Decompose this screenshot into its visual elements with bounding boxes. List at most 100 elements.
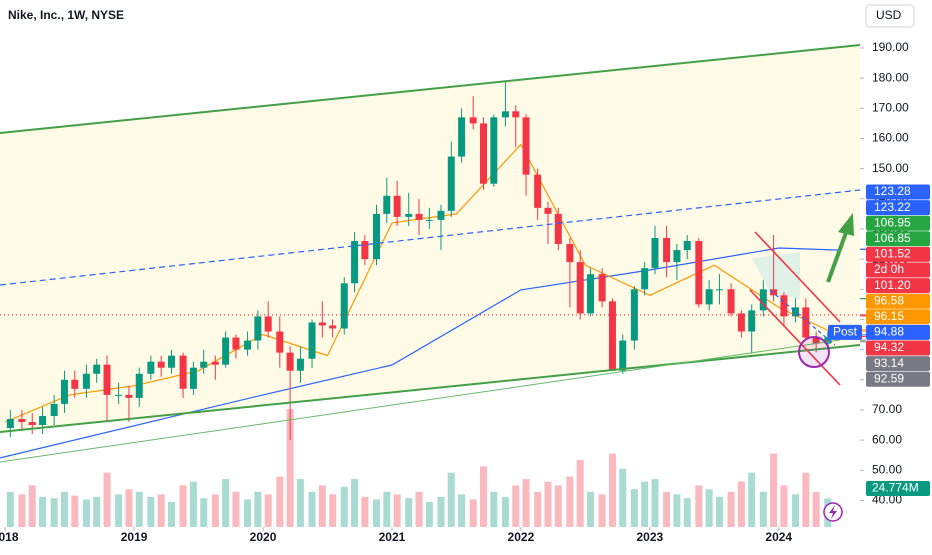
down-channel-upper <box>754 231 841 323</box>
volume-bar <box>60 491 68 530</box>
volume-bar <box>641 481 649 530</box>
volume-bar <box>619 468 627 530</box>
candle-body <box>147 361 155 374</box>
volume-bar <box>179 485 187 530</box>
candle-body <box>39 415 47 426</box>
price-marker <box>866 309 930 325</box>
volume-bar <box>264 494 272 530</box>
volume-bar <box>576 460 584 530</box>
drawings-over <box>0 44 861 463</box>
x-tick-label: 2018 <box>0 530 19 544</box>
y-tick-label: 170.00 <box>872 100 909 114</box>
volume-bar <box>135 491 143 530</box>
candle-body <box>244 340 252 350</box>
volume-bar <box>393 494 401 530</box>
price-marker <box>866 371 930 387</box>
volume-bar <box>437 496 445 530</box>
volume-bar <box>6 491 14 530</box>
volume-bar <box>232 491 240 530</box>
candle-body <box>802 307 810 338</box>
moving-average <box>4 143 838 423</box>
price-marker-label: 96.58 <box>874 293 904 307</box>
volume-bar <box>93 496 101 530</box>
currency-box[interactable] <box>865 4 915 28</box>
candle-body <box>737 313 745 332</box>
candle-body <box>705 289 713 305</box>
volume-bar <box>340 486 348 530</box>
volume-bar <box>447 472 455 530</box>
axes: 2018 2019 2020 2021 2022 2023 2024 40.00 50.00 60… <box>0 40 930 544</box>
volume-bar <box>727 491 735 530</box>
candle-body <box>125 394 133 398</box>
countdown: 2d 0h <box>874 262 904 276</box>
candle-body <box>276 331 284 353</box>
candle-body <box>200 361 208 368</box>
candle-body <box>587 274 595 314</box>
candle-body <box>458 117 466 157</box>
volume-bar <box>351 479 359 530</box>
candle-body <box>619 340 627 371</box>
volume-bar <box>695 485 703 530</box>
volume-bar <box>361 496 369 530</box>
candle-body <box>566 244 574 263</box>
x-tick-label: 2022 <box>508 530 535 544</box>
price-marker <box>866 184 930 200</box>
candle-body <box>340 283 348 329</box>
volume-bar <box>39 496 47 530</box>
candle-body <box>93 364 101 374</box>
volume-bar <box>608 453 616 530</box>
volume-bar <box>598 494 606 530</box>
volume-bar <box>189 481 197 530</box>
price-marker-label: 123.22 <box>874 200 911 214</box>
candle-body <box>695 241 703 305</box>
candle-body <box>415 213 423 220</box>
price-marker-label: 106.95 <box>874 215 911 229</box>
volume-bar <box>770 453 778 530</box>
volume-bar <box>759 491 767 530</box>
volume-bar <box>512 485 520 530</box>
candle-body <box>254 316 262 341</box>
price-marker-label: 96.15 <box>874 309 904 323</box>
currency[interactable]: USD <box>876 8 902 22</box>
volume-bar <box>329 494 337 530</box>
highlight-circle <box>798 336 830 368</box>
volume-bar <box>458 494 466 530</box>
candle-body <box>598 274 606 302</box>
candle-body <box>318 322 326 326</box>
volume-bar <box>147 496 155 530</box>
volume-bar <box>50 498 58 530</box>
candle-body <box>663 238 671 263</box>
volume-bar <box>534 491 542 530</box>
x-tick-label: 2021 <box>379 530 406 544</box>
volume-bar <box>167 502 175 530</box>
candle-body <box>60 379 68 404</box>
candle-body <box>157 361 165 368</box>
moving-average <box>0 247 840 459</box>
volume-label-box <box>866 481 930 496</box>
candle-body <box>641 268 649 290</box>
volume-bar <box>651 479 659 530</box>
arrow-head <box>838 213 854 236</box>
volume-bar <box>372 499 380 530</box>
arrow-shaft <box>826 229 849 283</box>
volume-bar <box>792 494 800 530</box>
candle-body <box>576 262 584 314</box>
volume-bar <box>28 485 36 530</box>
candle-body <box>651 238 659 269</box>
candle-body <box>308 322 316 359</box>
x-tick-label: 2023 <box>636 530 663 544</box>
candle-body <box>103 364 111 395</box>
y-tick-label: 150.00 <box>872 161 909 175</box>
candle-body <box>351 241 359 284</box>
candle-body <box>437 210 445 220</box>
price-marker <box>866 324 930 340</box>
candle-body <box>522 117 530 175</box>
post-tag <box>828 324 862 340</box>
candle-body <box>824 337 832 344</box>
candle-body <box>189 367 197 389</box>
price-marker-label: 101.20 <box>874 278 911 292</box>
candle-body <box>501 111 509 118</box>
volume-bar <box>469 499 477 530</box>
price-marker-label: 101.52 <box>874 247 911 261</box>
